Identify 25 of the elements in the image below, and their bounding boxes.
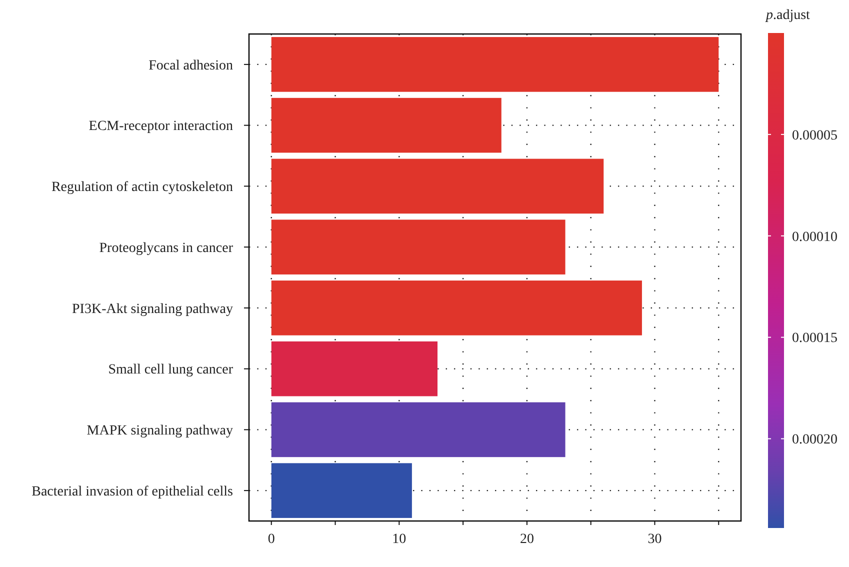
bar: [271, 98, 502, 153]
x-tick-label: 20: [520, 532, 534, 547]
y-tick-label: ECM-receptor interaction: [88, 119, 233, 134]
bar: [271, 341, 438, 396]
bar: [271, 220, 566, 274]
bar: [271, 37, 719, 92]
color-bar-label: 0.00010: [792, 230, 838, 245]
bar: [271, 280, 642, 336]
y-tick-label: Proteoglycans in cancer: [99, 240, 234, 256]
x-tick-label: 30: [648, 532, 662, 547]
color-bar-label: 0.00005: [792, 128, 838, 144]
bar: [271, 158, 604, 214]
color-bar-label: 0.00015: [792, 331, 838, 346]
color-bar-title: p.adjust: [765, 8, 810, 23]
bar: [271, 402, 566, 458]
x-tick-label: 0: [268, 532, 275, 547]
y-tick-label: Bacterial invasion of epithelial cells: [32, 484, 233, 500]
y-tick-label: Regulation of actin cytoskeleton: [51, 180, 233, 196]
y-tick-label: MAPK signaling pathway: [86, 424, 233, 439]
y-tick-label: PI3K-Akt signaling pathway: [72, 302, 233, 317]
color-bar-label: 0.00020: [792, 432, 838, 448]
y-tick-label: Small cell lung cancer: [108, 362, 234, 378]
x-tick-label: 10: [392, 532, 406, 547]
y-tick-label: Focal adhesion: [148, 58, 233, 74]
bar: [271, 463, 412, 518]
